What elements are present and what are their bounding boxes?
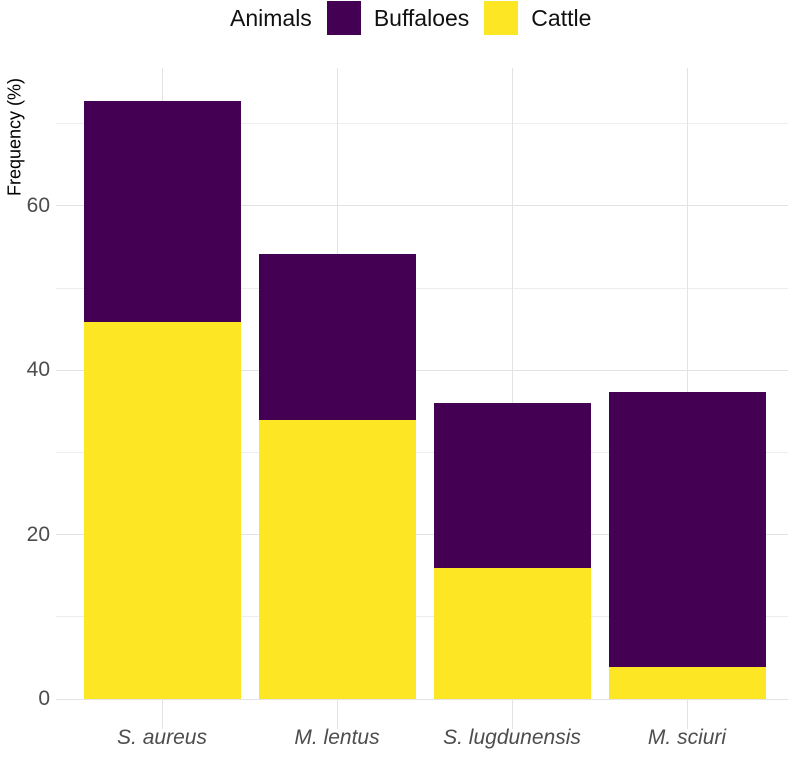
y-tick-label-0: 0 (38, 687, 50, 710)
legend-label-buffaloes: Buffaloes (373, 4, 470, 31)
bar-m-sciuri-buffaloes (608, 391, 766, 667)
buffaloes-color-swatch (326, 1, 361, 35)
y-tick-label-40: 40 (26, 358, 50, 382)
bar-s-aureus-cattle (83, 321, 241, 699)
gridline-major-y40 (56, 369, 788, 371)
gridline-x-2 (511, 67, 513, 730)
legend: Animals Buffaloes Cattle (230, 0, 606, 36)
bar-m-lentus-buffaloes (258, 253, 416, 420)
gridline-major-y20 (56, 534, 788, 536)
gridline-minor-y30 (56, 451, 788, 453)
x-axis-label-s-lugdunensis: S. lugdunensis (443, 726, 581, 749)
x-axis-label-m-sciuri: M. sciuri (647, 726, 727, 749)
x-axis-label-s-aureus: S. aureus (117, 726, 207, 749)
cattle-color-swatch (484, 1, 519, 35)
y-tick-label-60: 60 (26, 193, 50, 217)
legend-item-cattle: Cattle (484, 1, 591, 35)
bar-m-sciuri-cattle (608, 666, 766, 699)
gridline-minor-y50 (56, 287, 788, 289)
bar-m-lentus-cattle (258, 419, 416, 699)
legend-item-buffaloes: Buffaloes (326, 1, 470, 35)
legend-title: Animals (230, 4, 312, 31)
gridline-minor-y70 (56, 123, 788, 125)
bar-s-lugdunensis-buffaloes (433, 403, 591, 568)
gridline-major-y0 (56, 698, 788, 700)
bar-s-lugdunensis-cattle (433, 567, 591, 699)
gridline-minor-y10 (56, 616, 788, 618)
x-axis-label-m-lentus: M. lentus (294, 726, 380, 749)
y-tick-label-20: 20 (26, 522, 50, 546)
gridline-major-y60 (56, 205, 788, 207)
y-axis-title: Frequency (%) (4, 77, 25, 197)
bar-s-aureus-buffaloes (83, 100, 241, 322)
legend-label-cattle: Cattle (531, 4, 592, 31)
